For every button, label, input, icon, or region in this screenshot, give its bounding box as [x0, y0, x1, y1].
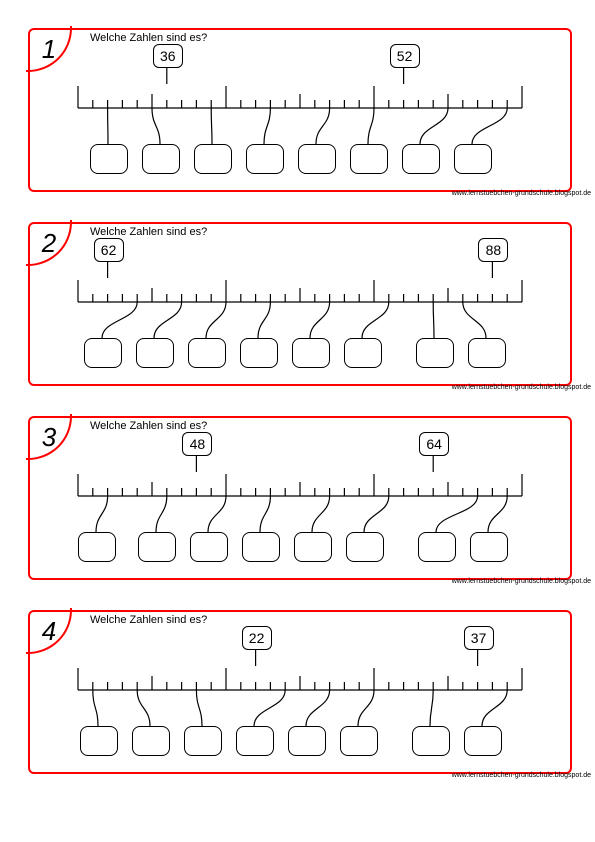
answer-box[interactable] — [464, 726, 502, 756]
answer-box[interactable] — [402, 144, 440, 174]
answer-box[interactable] — [340, 726, 378, 756]
hint-box: 36 — [153, 44, 183, 68]
attribution-text: www.lernstuebchen-grundschule.blogspot.d… — [452, 190, 591, 197]
answer-box[interactable] — [468, 338, 506, 368]
answer-box[interactable] — [84, 338, 122, 368]
hint-box: 48 — [182, 432, 212, 456]
answer-box[interactable] — [142, 144, 180, 174]
answer-box[interactable] — [346, 532, 384, 562]
answer-box[interactable] — [350, 144, 388, 174]
hint-box: 64 — [419, 432, 449, 456]
attribution-text: www.lernstuebchen-grundschule.blogspot.d… — [452, 384, 591, 391]
answer-box[interactable] — [344, 338, 382, 368]
attribution-text: www.lernstuebchen-grundschule.blogspot.d… — [452, 772, 591, 779]
answer-box[interactable] — [184, 726, 222, 756]
hint-box: 52 — [390, 44, 420, 68]
answer-box[interactable] — [298, 144, 336, 174]
answer-box[interactable] — [454, 144, 492, 174]
answer-box[interactable] — [78, 532, 116, 562]
attribution-text: www.lernstuebchen-grundschule.blogspot.d… — [452, 578, 591, 585]
exercise-panel: 4Welche Zahlen sind es?2237 — [28, 610, 572, 774]
answer-box[interactable] — [80, 726, 118, 756]
answer-box[interactable] — [246, 144, 284, 174]
answer-box[interactable] — [194, 144, 232, 174]
hint-box: 62 — [94, 238, 124, 262]
hint-box: 37 — [464, 626, 494, 650]
answer-box[interactable] — [188, 338, 226, 368]
answer-box[interactable] — [90, 144, 128, 174]
answer-box[interactable] — [132, 726, 170, 756]
answer-box[interactable] — [138, 532, 176, 562]
exercise-panel: 1Welche Zahlen sind es?3652 — [28, 28, 572, 192]
answer-box[interactable] — [190, 532, 228, 562]
answer-box[interactable] — [412, 726, 450, 756]
answer-box[interactable] — [292, 338, 330, 368]
answer-box[interactable] — [240, 338, 278, 368]
answer-box[interactable] — [294, 532, 332, 562]
answer-box[interactable] — [418, 532, 456, 562]
exercise-panel: 3Welche Zahlen sind es?4864 — [28, 416, 572, 580]
answer-box[interactable] — [288, 726, 326, 756]
answer-box[interactable] — [236, 726, 274, 756]
answer-box[interactable] — [470, 532, 508, 562]
answer-box[interactable] — [416, 338, 454, 368]
answer-box[interactable] — [136, 338, 174, 368]
exercise-panel: 2Welche Zahlen sind es?6288 — [28, 222, 572, 386]
hint-box: 22 — [242, 626, 272, 650]
answer-box[interactable] — [242, 532, 280, 562]
hint-box: 88 — [478, 238, 508, 262]
